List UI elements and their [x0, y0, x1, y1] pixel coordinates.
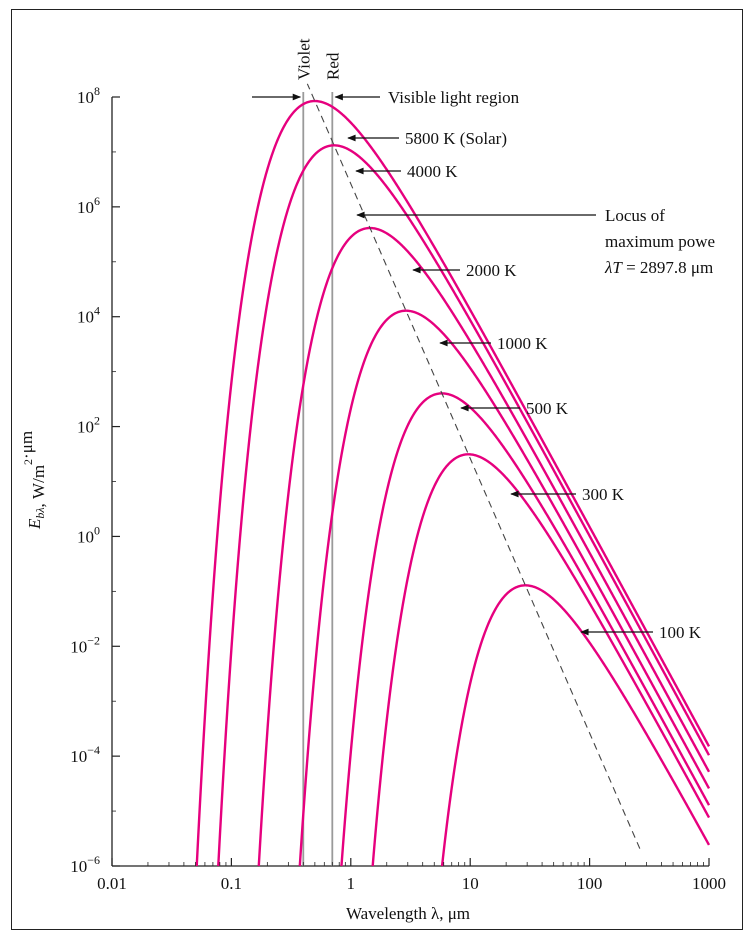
series-label: 1000 K	[497, 334, 548, 353]
locus-line	[306, 83, 641, 849]
locus-label-line: λT = 2897.8 μm	[604, 258, 713, 277]
series-label: 2000 K	[466, 261, 517, 280]
series-curve	[298, 309, 711, 867]
x-tick-label: 1000	[692, 874, 726, 893]
annotations: 5800 K (Solar) 4000 K 2000 K 1000 K 500 K 300…	[347, 129, 715, 642]
x-tick-label: 0.1	[221, 874, 242, 893]
visible-band: Violet Red Visible light region	[252, 38, 520, 866]
series-curve	[217, 144, 711, 867]
series-label: 500 K	[526, 399, 569, 418]
series-label: 100 K	[659, 623, 702, 642]
series-curve	[440, 584, 711, 867]
series-curve	[371, 453, 711, 868]
series-curve	[195, 99, 711, 867]
curves	[195, 99, 711, 868]
series-curve	[257, 226, 711, 867]
x-tick-label: 1	[347, 874, 356, 893]
y-tick-label: 104	[77, 304, 100, 327]
locus-label-line: maximum powe	[605, 232, 715, 251]
ticks: 0.01 0.1 1 10 100 1000 108 106 104 102 100 10−2 10−4…	[70, 84, 726, 893]
chart-frame	[11, 9, 743, 930]
violet-label: Violet	[294, 38, 313, 80]
y-tick-label: 10−4	[70, 743, 100, 766]
y-axis-label: Ebλ, W/m2·μm	[17, 431, 48, 530]
series-label: 4000 K	[407, 162, 458, 181]
series-label: 5800 K (Solar)	[405, 129, 507, 148]
y-tick-label: 10−6	[70, 853, 100, 876]
locus-label-line: Locus of	[605, 206, 665, 225]
series-label: 300 K	[582, 485, 625, 504]
series-curve	[340, 392, 711, 867]
x-tick-label: 0.01	[97, 874, 127, 893]
locus-line-group	[306, 83, 641, 849]
x-tick-label: 10	[462, 874, 479, 893]
x-tick-label: 100	[577, 874, 603, 893]
y-tick-label: 106	[77, 194, 100, 217]
y-tick-label: 108	[77, 84, 100, 107]
y-tick-label: 100	[77, 523, 100, 546]
y-tick-label: 102	[77, 414, 100, 437]
x-axis-label: Wavelength λ, μm	[346, 904, 470, 923]
visible-region-label: Visible light region	[388, 88, 520, 107]
y-tick-label: 10−2	[70, 633, 100, 656]
red-label: Red	[323, 52, 342, 80]
